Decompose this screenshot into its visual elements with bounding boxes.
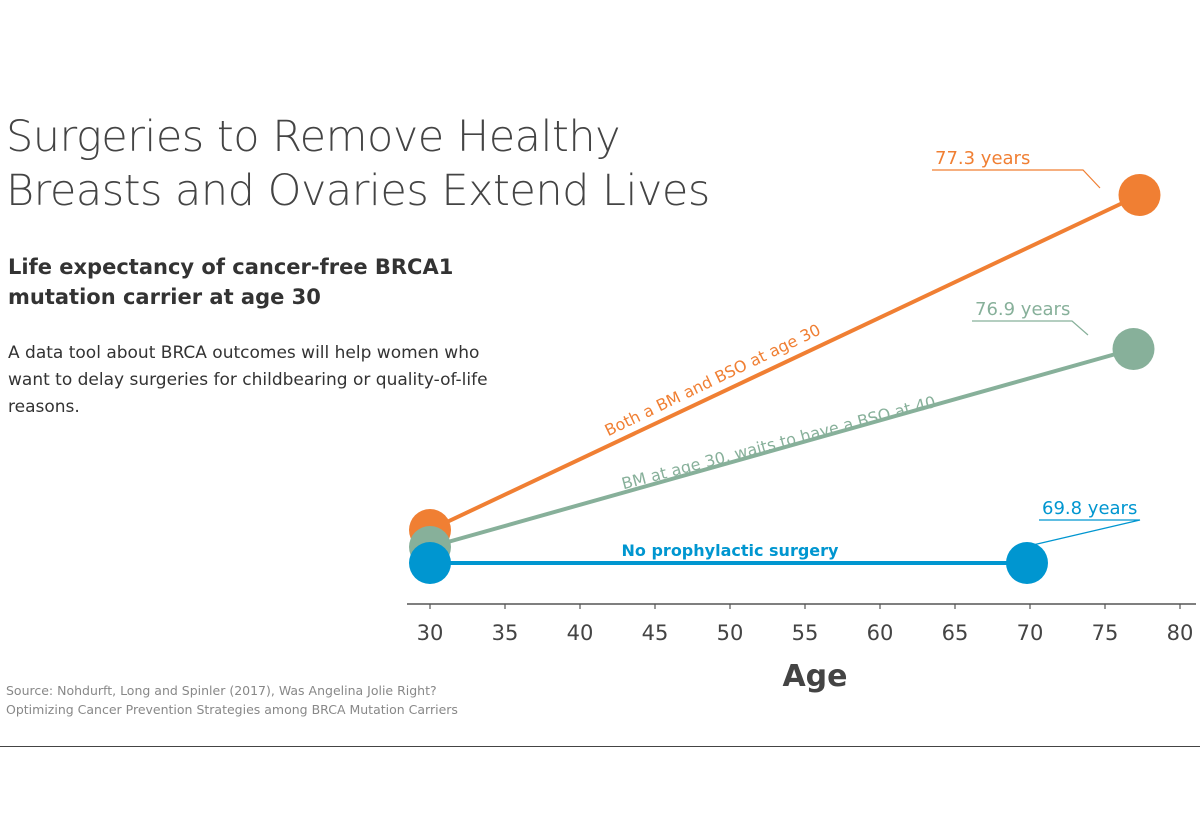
- x-tick-label: 60: [867, 621, 894, 645]
- x-tick-label: 35: [492, 621, 519, 645]
- source-line-2: Optimizing Cancer Prevention Strategies …: [6, 702, 458, 717]
- x-tick-label: 75: [1092, 621, 1119, 645]
- title-line-1: Surgeries to Remove Healthy: [6, 112, 621, 162]
- x-tick-label: 45: [642, 621, 669, 645]
- description: A data tool about BRCA outcomes will hel…: [8, 343, 488, 417]
- subtitle-line-2: mutation carrier at age 30: [8, 285, 321, 309]
- x-tick-label: 40: [567, 621, 594, 645]
- start-point: [409, 542, 451, 584]
- end-value-label: 77.3 years: [935, 148, 1030, 169]
- x-tick-label: 50: [717, 621, 744, 645]
- end-value-label: 76.9 years: [975, 299, 1070, 320]
- leader-line: [972, 320, 1089, 336]
- source-note: Source: Nohdurft, Long and Spinler (2017…: [6, 681, 458, 719]
- series-name-label: Both a BM and BSO at age 30: [602, 320, 824, 440]
- end-point: [1118, 174, 1161, 216]
- series-line: [429, 193, 1141, 532]
- x-tick-label: 70: [1017, 621, 1044, 645]
- leader-line: [1019, 519, 1141, 549]
- title-line-2: Breasts and Ovaries Extend Lives: [6, 166, 710, 216]
- subtitle-line-1: Life expectancy of cancer-free BRCA1: [8, 255, 454, 279]
- series-name-label: No prophylactic surgery: [622, 541, 840, 560]
- end-point: [1112, 328, 1155, 370]
- x-tick-label: 65: [942, 621, 969, 645]
- x-tick-label: 80: [1167, 621, 1194, 645]
- end-value-label: 69.8 years: [1042, 498, 1137, 519]
- divider: [0, 746, 1200, 747]
- end-point: [1006, 542, 1048, 584]
- chart-subtitle: Life expectancy of cancer-free BRCA1 mut…: [8, 252, 453, 312]
- series-line: [429, 347, 1135, 549]
- leader-line: [932, 169, 1101, 189]
- x-axis-label: Age: [782, 659, 847, 694]
- x-tick-label: 30: [417, 621, 444, 645]
- source-line-1: Source: Nohdurft, Long and Spinler (2017…: [6, 683, 437, 698]
- page-title: Surgeries to Remove Healthy Breasts and …: [6, 110, 710, 218]
- x-tick-label: 55: [792, 621, 819, 645]
